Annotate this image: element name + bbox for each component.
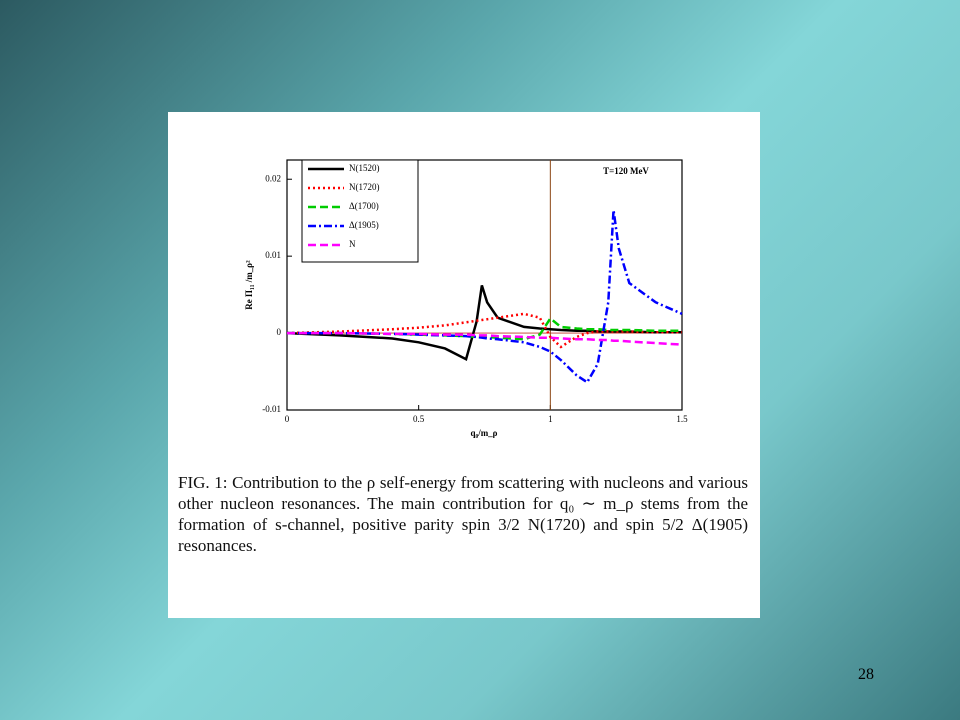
- series-line: [286, 285, 682, 362]
- x-tick-label: 0: [285, 414, 290, 424]
- x-tick-label: 0.5: [413, 414, 425, 424]
- caption: FIG. 1: Contribution to the ρ self-energ…: [178, 473, 748, 555]
- y-tick-label: 0: [277, 327, 282, 337]
- legend-label: Δ(1700): [349, 201, 379, 211]
- y-tick-label: -0.01: [262, 404, 281, 414]
- plot-frame: [286, 159, 683, 411]
- y-tick-label: 0.01: [265, 250, 281, 260]
- slide-number: 28: [858, 666, 874, 683]
- x-tick-label: 1: [548, 414, 553, 424]
- legend-label: N: [349, 239, 356, 249]
- y-axis-label: Re Π₁₁ /m_ρ²: [244, 260, 254, 310]
- figure-card: [168, 112, 760, 618]
- legend-label: Δ(1905): [349, 220, 379, 230]
- y-tick-label: 0.02: [265, 173, 281, 183]
- legend-label: N(1520): [349, 163, 380, 173]
- series-line: [287, 331, 683, 346]
- annotation: T=120 MeV: [603, 166, 649, 176]
- x-axis-label: q₀/m_ρ: [470, 428, 497, 438]
- legend-label: N(1720): [349, 182, 380, 192]
- x-tick-label: 1.5: [676, 414, 688, 424]
